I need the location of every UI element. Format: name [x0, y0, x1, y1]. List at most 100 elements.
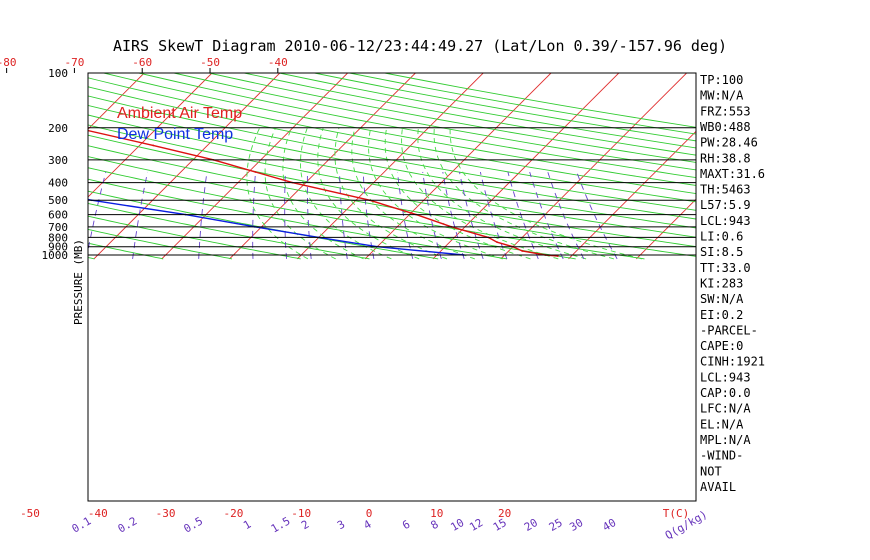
- dew-point-temp-point: [0, 182, 2, 184]
- dew-point-temp-line: [88, 198, 464, 256]
- legend: Ambient Air Temp Dew Point Temp: [117, 105, 242, 143]
- moist-adiabat-line: [384, 127, 531, 260]
- mixing-ratio-label: 20: [522, 516, 540, 534]
- isotherm-line: [568, 130, 696, 260]
- x-tick-label-top: -40: [268, 56, 288, 69]
- dry-adiabat-line: [88, 145, 696, 257]
- isotherm-line: [161, 73, 348, 260]
- dry-adiabat-line: [88, 229, 233, 260]
- stability-index: L57:5.9: [700, 198, 751, 212]
- moist-adiabat-line: [300, 127, 392, 260]
- stability-index: EI:0.2: [700, 308, 743, 322]
- x-tick-label-bottom: 0: [366, 507, 373, 520]
- y-tick-label: 100: [48, 67, 68, 80]
- moist-adiabat-line: [317, 127, 420, 260]
- mixing-ratio-line: [397, 171, 414, 260]
- ambient-air-temp-point: [496, 241, 499, 244]
- stability-index: TP:100: [700, 73, 743, 87]
- dry-adiabat-line: [88, 104, 696, 220]
- mixing-ratio-label: 15: [491, 516, 509, 534]
- ambient-air-temp-point: [556, 255, 559, 257]
- moist-adiabat-line: [334, 127, 448, 260]
- x-tick-label-bottom: T(C): [663, 507, 690, 520]
- mixing-ratio-line: [88, 171, 107, 253]
- mixing-ratio-label: 12: [467, 516, 485, 534]
- x-tick-label-bottom: -50: [20, 507, 40, 520]
- stability-index: -PARCEL-: [700, 323, 758, 337]
- moist-adiabat-line: [368, 127, 503, 260]
- stability-index: RH:38.8: [700, 151, 751, 165]
- legend-entry: Ambient Air Temp: [117, 105, 242, 122]
- stability-index: AVAIL: [700, 480, 736, 494]
- stability-index: CAPE:0: [700, 339, 743, 353]
- moist-adiabat-line: [264, 127, 336, 260]
- mixing-ratio-label: 30: [567, 516, 585, 534]
- mixing-ratio-line: [459, 171, 484, 260]
- isotherm-line: [0, 73, 9, 259]
- mixing-ratio-label: 0.2: [116, 514, 140, 535]
- moist-adiabat-line: [351, 127, 475, 260]
- x-tick-label-top: -50: [200, 56, 220, 69]
- ambient-air-temp-point: [75, 127, 77, 129]
- stability-index: SI:8.5: [700, 245, 743, 259]
- x-tick-label-top: -80: [0, 56, 17, 69]
- mixing-ratio-line: [252, 171, 256, 259]
- ambient-air-temp-point: [152, 144, 155, 147]
- dry-adiabat-line: [244, 73, 696, 156]
- y-tick-label: 1000: [42, 249, 69, 262]
- isotherm-line: [93, 73, 281, 260]
- stability-index: CINH:1921: [700, 355, 765, 369]
- isotherm-line: [500, 73, 687, 260]
- dry-adiabat-line: [88, 134, 696, 248]
- mixing-ratio-label: 40: [600, 516, 618, 534]
- dry-adiabat-line: [88, 77, 696, 194]
- x-tick-label-bottom: 10: [430, 507, 443, 520]
- stability-index: PW:28.46: [700, 136, 758, 150]
- mixing-ratio-label: 1: [241, 518, 253, 533]
- dry-adiabat-line: [88, 156, 645, 260]
- dry-adiabat-line: [88, 242, 164, 260]
- x-tick-label-bottom: 20: [498, 507, 511, 520]
- stability-index: EL:N/A: [700, 417, 744, 431]
- chart-title: AIRS SkewT Diagram 2010-06-12/23:44:49.2…: [113, 37, 727, 55]
- dry-adiabat-line: [88, 167, 576, 260]
- x-tick-label-top: -70: [64, 56, 84, 69]
- x-tick-label-bottom: -10: [291, 507, 311, 520]
- stability-index: SW:N/A: [700, 292, 744, 306]
- moist-adiabat-line: [449, 127, 642, 260]
- moist-adiabat-line: [282, 127, 364, 260]
- mixing-ratio-label: 0.5: [181, 514, 205, 535]
- isotherm-line: [88, 73, 145, 130]
- mixing-ratio-label: 1.5: [269, 514, 293, 535]
- dry-adiabat-line: [88, 95, 696, 211]
- mixing-ratio-label: 6: [400, 518, 412, 533]
- x-tick-label-bottom: -40: [88, 507, 108, 520]
- dry-adiabat-line: [88, 215, 301, 260]
- y-axis-label: PRESSURE (MB): [72, 239, 85, 325]
- mixing-ratio-label: 10: [448, 516, 466, 534]
- dry-adiabat-line: [88, 178, 508, 260]
- y-tick-label: 200: [48, 122, 68, 135]
- stability-index: CAP:0.0: [700, 386, 751, 400]
- y-tick-label: 900: [48, 241, 68, 254]
- ambient-air-temp-line: [88, 129, 558, 257]
- mixing-ratio-label: 25: [547, 516, 565, 534]
- stability-index: NOT: [700, 464, 722, 478]
- isotherm-line: [432, 73, 620, 260]
- plot-area: [0, 72, 870, 260]
- dry-adiabat-line: [173, 73, 696, 171]
- stability-index: KI:283: [700, 276, 743, 290]
- stability-index: FRZ:553: [700, 104, 751, 118]
- y-tick-label: 400: [48, 177, 68, 190]
- dry-adiabat-line: [349, 73, 696, 135]
- dry-adiabat-line: [88, 202, 370, 260]
- ambient-air-temp-point: [8, 72, 10, 74]
- stability-index: -WIND-: [700, 449, 743, 463]
- dry-adiabat-line: [279, 73, 696, 149]
- x-tick-label-bottom: -30: [156, 507, 176, 520]
- isotherm-line: [772, 73, 870, 259]
- stability-index: MW:N/A: [700, 89, 744, 103]
- dry-adiabat-line: [0, 73, 26, 259]
- dry-adiabat-line: [88, 86, 696, 203]
